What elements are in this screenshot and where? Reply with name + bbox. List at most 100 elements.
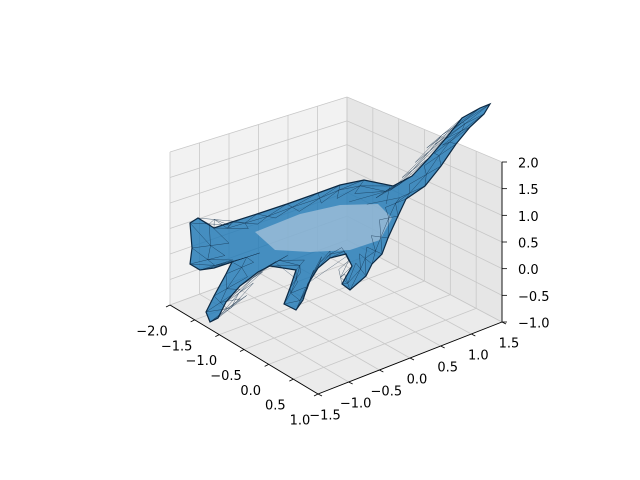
y-tick-label: −1.5 [309, 409, 341, 424]
z-gridline-left [169, 120, 348, 178]
mesh-edge [390, 169, 413, 191]
mesh-edge [205, 302, 221, 313]
mesh-edge [438, 141, 450, 156]
mesh-edge [252, 271, 263, 279]
mesh-edge [360, 268, 367, 277]
z-tick-label: 1.5 [518, 183, 539, 198]
mesh-edge [347, 262, 357, 284]
mesh-edge [205, 308, 228, 313]
mesh-edge [244, 216, 268, 224]
y-gridline-floor [317, 250, 472, 335]
mesh-edge [207, 245, 211, 260]
z-axis-ticks: −1.0 −0.5 0.0 0.5 1.0 1.5 2.0 [502, 157, 550, 332]
mesh-edge [283, 300, 301, 305]
mesh-edge [446, 130, 463, 139]
mesh-edge [269, 265, 300, 267]
mesh-edge [424, 155, 440, 166]
mesh-edge [267, 206, 293, 217]
mesh-edge [329, 251, 345, 259]
z-tick-label: 2.0 [518, 157, 539, 172]
mesh-edge [409, 174, 427, 185]
mesh-edge [257, 216, 268, 225]
mesh-edge [364, 258, 373, 265]
z-tick-label: 0.0 [518, 263, 539, 278]
mesh-edge [244, 222, 258, 225]
mesh-edge [220, 289, 241, 303]
mesh-edge [464, 113, 485, 125]
y-tick-label: 1.0 [468, 349, 489, 364]
mesh-edge [401, 150, 430, 178]
mesh-edge [435, 123, 465, 145]
mesh-edge [299, 259, 305, 266]
mesh-edge [388, 215, 399, 219]
mesh-edge [319, 189, 339, 199]
mesh-edge [441, 107, 481, 136]
mesh-edge [462, 107, 481, 123]
mesh-edge [191, 247, 208, 260]
mesh-edge [348, 260, 353, 267]
x-tick-mark [289, 378, 294, 382]
mesh-edge [226, 267, 242, 289]
mesh-edge [238, 278, 253, 294]
mesh-edge [299, 288, 308, 301]
mesh-edge [210, 245, 226, 256]
mesh-edge [412, 150, 430, 170]
mesh-edge [225, 292, 239, 303]
z-gridline-left [169, 144, 348, 204]
mesh-edge [359, 179, 365, 186]
mesh-edge [289, 278, 297, 289]
mesh-edge [429, 137, 447, 152]
mesh-edge [395, 197, 400, 204]
z-tick-label: −1.0 [518, 317, 550, 332]
mesh-edge [399, 175, 413, 185]
mesh-edge [319, 250, 331, 264]
mesh-edge [208, 223, 211, 246]
mesh-edge [207, 259, 216, 266]
mesh-edge [199, 265, 215, 271]
mesh-edge [290, 292, 301, 301]
mesh-edge [197, 217, 210, 225]
mesh-edge [388, 203, 396, 218]
mesh-edge [364, 247, 368, 259]
x-tick-mark [190, 319, 195, 323]
mesh-edge [295, 278, 298, 283]
y-tick-label: 0.0 [407, 373, 428, 388]
mesh-edge [336, 190, 340, 199]
mesh-edge [390, 183, 401, 191]
mesh-edge [441, 117, 463, 136]
mesh-edge [409, 174, 427, 194]
mesh-edge [429, 134, 443, 152]
mesh-edge [462, 121, 465, 125]
mesh-edge [371, 235, 376, 252]
mesh-edge [379, 217, 389, 221]
mesh-edge [395, 203, 399, 217]
mesh-edge [340, 265, 353, 278]
z-gridline-left [169, 96, 348, 153]
mesh-edge [319, 254, 331, 264]
y-gridline-floor [228, 282, 380, 371]
mesh-edge [213, 295, 221, 303]
z-gridline-right [346, 96, 503, 163]
mesh-edge [442, 141, 450, 146]
mesh-edge [210, 242, 230, 246]
mesh-edge [449, 130, 463, 143]
mesh-edge [380, 217, 390, 238]
mesh-edge [214, 219, 234, 222]
mesh-edge [309, 256, 347, 282]
mesh-edge [347, 283, 351, 291]
mesh-edge [355, 262, 361, 270]
mesh-edge [385, 186, 390, 205]
mesh-edge [426, 134, 443, 149]
mesh-edge [226, 288, 240, 290]
y-tick-label: −0.5 [371, 385, 403, 400]
mesh-edge [299, 198, 320, 212]
mesh-edge [399, 169, 413, 185]
mesh-edge [296, 272, 301, 280]
x-tick-label: −1.5 [161, 339, 193, 354]
mesh-edge [191, 245, 211, 249]
mesh-edge [354, 185, 361, 194]
mesh-edge [197, 217, 215, 220]
mesh-edge [220, 298, 241, 303]
